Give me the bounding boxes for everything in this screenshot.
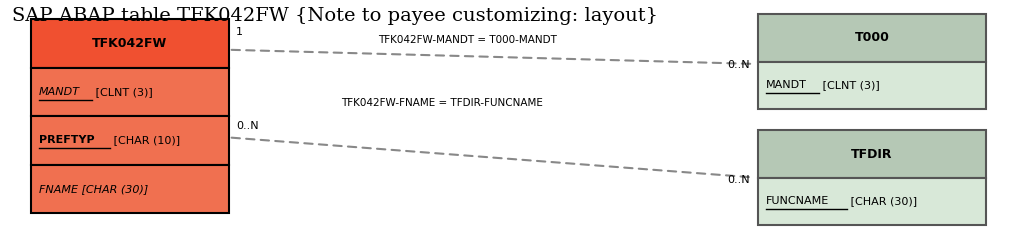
Text: 0..N: 0..N: [727, 175, 750, 185]
Text: FUNCNAME: FUNCNAME: [766, 196, 829, 206]
Text: SAP ABAP table TFK042FW {Note to payee customizing: layout}: SAP ABAP table TFK042FW {Note to payee c…: [12, 7, 658, 25]
Bar: [31, 165, 229, 213]
Text: FNAME [CHAR (30)]: FNAME [CHAR (30)]: [39, 184, 147, 194]
Text: PREFTYP: PREFTYP: [39, 135, 95, 146]
Text: TFK042FW-MANDT = T000-MANDT: TFK042FW-MANDT = T000-MANDT: [378, 35, 557, 45]
Text: TFK042FW-FNAME = TFDIR-FUNCNAME: TFK042FW-FNAME = TFDIR-FUNCNAME: [342, 98, 543, 108]
Bar: [31, 116, 229, 165]
Text: 0..N: 0..N: [727, 60, 750, 70]
Text: [CHAR (30)]: [CHAR (30)]: [847, 196, 917, 206]
Text: TFK042FW: TFK042FW: [93, 37, 167, 50]
Text: [CHAR (10)]: [CHAR (10)]: [111, 135, 181, 146]
Text: T000: T000: [854, 32, 890, 44]
Text: TFDIR: TFDIR: [851, 148, 893, 160]
Text: 0..N: 0..N: [236, 121, 258, 131]
Bar: [31, 19, 229, 68]
Text: [CLNT (3)]: [CLNT (3)]: [92, 87, 153, 97]
Text: [CLNT (3)]: [CLNT (3)]: [819, 80, 880, 90]
Text: MANDT: MANDT: [39, 87, 79, 97]
Bar: [758, 178, 986, 225]
Bar: [758, 62, 986, 109]
Bar: [758, 14, 986, 62]
Bar: [758, 130, 986, 178]
Text: MANDT: MANDT: [766, 80, 806, 90]
Bar: [31, 68, 229, 116]
Text: 1: 1: [236, 27, 243, 37]
